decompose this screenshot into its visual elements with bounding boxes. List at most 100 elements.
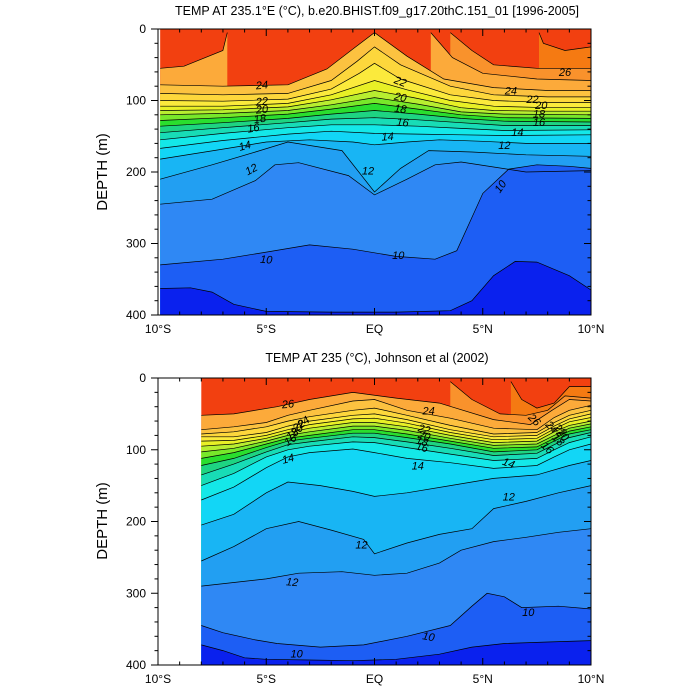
panel-model: TEMP AT 235.1°E (°C), b.e20.BHIST.f09_g1… — [94, 4, 604, 336]
panel-observed-contour-label-text: 24 — [421, 405, 434, 417]
panel-observed-contour-24 — [201, 399, 592, 431]
panel-model-contour-label-text: 22 — [525, 94, 538, 106]
panel-model-contour-15 — [160, 124, 592, 141]
panel-model-contour-label-text: 16 — [246, 122, 261, 136]
panel-model-contour-10 — [160, 164, 592, 266]
panel-observed-x-tick-label: 5°N — [473, 672, 493, 686]
panel-observed-contour-11 — [201, 528, 592, 587]
panel-observed-contour-label-text: 26 — [280, 398, 295, 411]
panel-model-contour-label: 22 — [391, 74, 408, 90]
panel-observed-contour-label: 20 — [416, 429, 433, 444]
panel-observed-contour-label-text: 22 — [416, 422, 432, 437]
panel-observed-contour-label: 18 — [414, 435, 430, 450]
panel-observed-contour-label-text: 12 — [355, 540, 367, 552]
panel-model-contour-label: 10 — [392, 250, 405, 262]
panel-observed-contour-22 — [201, 413, 592, 438]
panel-observed-axes-ticks: 10°S 5°S EQ 5°N 10°N 0 100 200 300 400 — [126, 371, 604, 686]
panel-model-contour-label: 12 — [498, 140, 510, 152]
panel-observed-contour-label: 24 — [421, 405, 434, 417]
panel-observed-y-axis-label: DEPTH (m) — [94, 482, 111, 560]
panel-model-contour-label-text: 24 — [504, 86, 517, 98]
panel-model-contour-12 — [160, 141, 592, 193]
panel-model-contour-label: 18 — [533, 108, 546, 120]
panel-model-x-tick-label: 10°S — [145, 322, 171, 336]
panel-observed-contour-label: 14 — [281, 452, 296, 467]
panel-model-contour-label: 12 — [362, 166, 374, 178]
panel-observed-contour-label-text: 10 — [290, 649, 303, 661]
panel-model-contour-label-text: 14 — [381, 131, 394, 144]
panel-observed-contour-label: 26 — [280, 398, 295, 411]
panel-observed-contour-17 — [201, 429, 592, 466]
panel-observed-contour-label: 10 — [522, 607, 535, 619]
panel-model-contour-label: 16 — [396, 116, 410, 129]
panel-model-contour-label: 14 — [237, 139, 252, 154]
panel-model-contour-label: 10 — [260, 254, 274, 267]
panel-observed-fill-band-9 — [201, 640, 592, 665]
panel-observed-x-tick-label: 10°N — [578, 672, 605, 686]
panel-model-contour-label-text: 22 — [391, 74, 408, 90]
panel-observed-title: TEMP AT 235 (°C), Johnson et al (2002) — [265, 351, 488, 365]
panel-model-contour-20 — [160, 90, 591, 112]
panel-observed-contour-label-text: 14 — [412, 461, 424, 473]
panel-model-x-tick-label: EQ — [366, 322, 383, 336]
panel-model-contour-label: 20 — [254, 104, 269, 117]
panel-observed-y-tick-label: 400 — [126, 658, 146, 672]
panel-model-contour-16 — [160, 117, 591, 134]
panel-model-contour-label-text: 10 — [260, 254, 274, 267]
panel-model-title: TEMP AT 235.1°E (°C), b.e20.BHIST.f09_g1… — [175, 4, 579, 18]
panel-model-contour-label: 24 — [254, 79, 268, 92]
panel-observed-contour-label-text: 10 — [522, 607, 535, 619]
panel-observed-contour-label: 22 — [416, 422, 432, 437]
panel-observed-contour-21 — [201, 417, 592, 442]
panel-model-contour-23 — [160, 46, 591, 98]
panel-model-x-tick-label: 5°S — [257, 322, 276, 336]
panel-model-y-tick-label: 200 — [126, 165, 146, 179]
panel-model-contour-22 — [160, 62, 591, 103]
panel-observed-contour-label: 10 — [290, 649, 303, 661]
panel-observed-contour-label-text: 20 — [416, 429, 433, 444]
panel-observed-contour-label: 10 — [421, 630, 436, 644]
panel-model-axes-ticks: 10°S 5°S EQ 5°N 10°N 0 100 200 300 400 — [126, 22, 604, 336]
panel-observed-contour-label-text: 10 — [421, 630, 436, 644]
panel-observed-y-tick-label: 200 — [126, 515, 146, 529]
panel-model-contour-label-text: 18 — [253, 112, 268, 126]
panel-model-contour-label-text: 12 — [243, 162, 259, 178]
panel-model-contour-label: 12 — [243, 162, 259, 178]
panel-observed-contour-label: 14 — [412, 461, 424, 473]
panel-model-contour-19 — [160, 97, 592, 116]
panel-observed-contour-label-text: 18 — [414, 435, 430, 450]
panel-model-contour-label: 26 — [558, 67, 572, 79]
panel-observed-contour-27 — [510, 381, 591, 409]
panel-observed-contour-13 — [201, 460, 592, 526]
panel-observed-contour-16 — [201, 432, 592, 476]
panel-observed-contour-23 — [201, 407, 592, 435]
panel-model-contour-label-text: 18 — [533, 108, 546, 120]
panel-observed-contour-10 — [201, 592, 592, 648]
panel-model-y-axis-label: DEPTH (m) — [94, 133, 111, 211]
panel-model-contour-label-text: 18 — [393, 103, 408, 117]
panel-model-contour-label: 16 — [246, 122, 261, 136]
panel-model-contour-label: 22 — [525, 94, 538, 106]
panel-model-contour-label: 20 — [534, 100, 548, 112]
panel-model-contour-17 — [160, 110, 592, 127]
panel-observed-contour-label: 12 — [355, 540, 367, 552]
panel-observed-contour-20 — [201, 420, 592, 447]
panel-model-contour-label: 14 — [511, 127, 523, 139]
panel-model-contour-27 — [538, 32, 592, 51]
panel-observed-y-tick-label: 100 — [126, 443, 146, 457]
panel-model-contour-label-text: 10 — [392, 250, 405, 262]
panel-observed-contour-label: 14 — [501, 456, 517, 471]
panel-model-contour-label-text: 12 — [362, 166, 374, 178]
panel-observed-fill — [201, 378, 592, 665]
panel-model-fill-band-10 — [160, 164, 591, 315]
panel-observed-x-tick-label: 10°S — [145, 672, 171, 686]
panel-model-contour-label: 18 — [393, 103, 408, 117]
panel-model-contour-label-text: 12 — [498, 140, 510, 152]
panel-model-contour-label: 20 — [392, 91, 408, 106]
panel-observed-contour-label-text: 12 — [503, 491, 515, 503]
panel-model-contour-14 — [160, 130, 592, 149]
panel-model-contour-label: 24 — [504, 86, 517, 98]
panel-model-contour-11 — [160, 161, 592, 205]
panel-model-y-tick-label: 300 — [126, 237, 146, 251]
